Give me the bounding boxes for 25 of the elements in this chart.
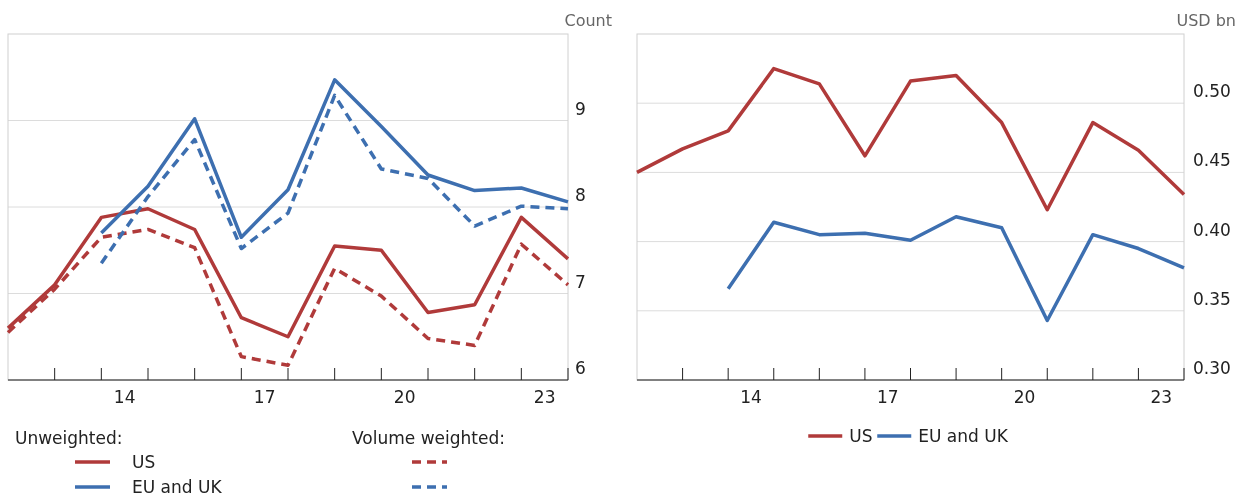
y-axis-title: USD bn xyxy=(1176,11,1236,30)
y-tick-label: 8 xyxy=(575,185,586,205)
y-tick-label: 0.50 xyxy=(1193,81,1231,102)
y-tick-label: 0.30 xyxy=(1193,358,1231,378)
y-tick-label: 0.40 xyxy=(1193,219,1231,240)
x-tick-label: 14 xyxy=(740,387,762,407)
x-tick-label: 20 xyxy=(1013,387,1036,407)
y-tick-label: 7 xyxy=(575,271,586,292)
x-tick-label: 17 xyxy=(253,387,276,407)
y-tick-label: 0.35 xyxy=(1193,288,1231,309)
x-tick-label: 23 xyxy=(533,387,556,407)
x-tick-label: 23 xyxy=(1150,387,1173,407)
legend-label: US xyxy=(849,426,873,446)
x-tick-label: 20 xyxy=(393,387,416,407)
legend-label: EU and UK xyxy=(132,477,223,497)
legend-label: EU and UK xyxy=(918,426,1009,446)
x-tick-label: 17 xyxy=(876,387,899,407)
legend-title: Unweighted: xyxy=(15,428,123,448)
text: Volume weighted: xyxy=(352,428,505,448)
y-tick-label: 0.45 xyxy=(1193,150,1231,171)
y-tick-label: 9 xyxy=(575,98,586,119)
legend-label: US xyxy=(132,452,156,472)
y-tick-label: 6 xyxy=(575,358,586,378)
y-axis-title: Count xyxy=(564,11,612,30)
x-tick-label: 14 xyxy=(113,387,136,407)
